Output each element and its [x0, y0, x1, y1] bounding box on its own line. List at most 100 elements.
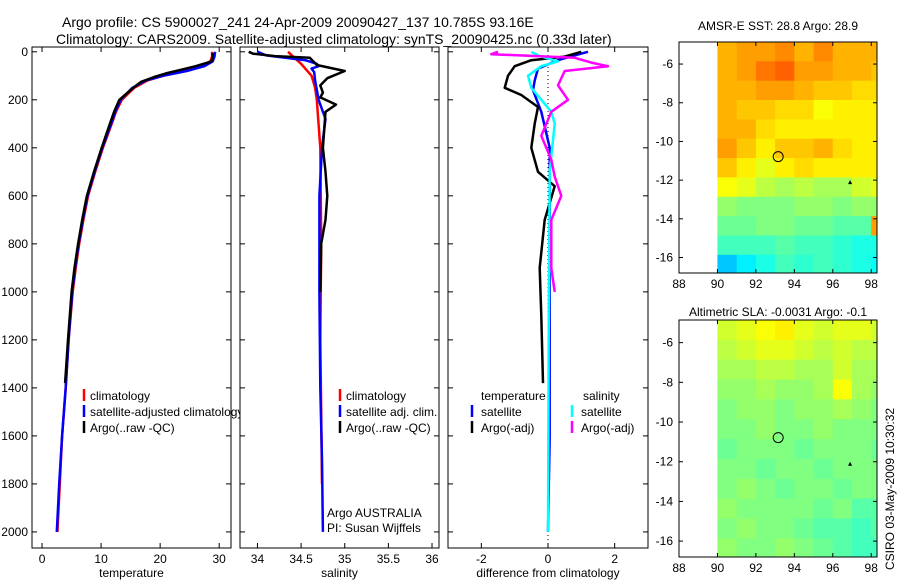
x-tick-label: 98	[865, 277, 879, 291]
heatmap-cell	[813, 42, 834, 62]
y-tick-label: -14	[656, 494, 674, 508]
axes-box	[239, 46, 440, 549]
heatmap-cell	[717, 379, 738, 400]
heatmap-cell	[794, 518, 814, 539]
axes-box	[678, 41, 878, 274]
heatmap-cell	[871, 177, 878, 198]
float-track-marker	[848, 180, 853, 185]
map-panel-sst: AMSR-E SST: 28.8 Argo: 28.9 88 90 92 94 96 98 -…	[656, 19, 879, 291]
x-tick-label: 10	[94, 552, 108, 566]
heatmap-cell	[832, 498, 853, 519]
heatmap-cell	[813, 119, 834, 140]
heatmap-cell	[736, 379, 757, 400]
x-tick-label: 36	[425, 552, 439, 566]
heatmap-cell	[871, 498, 878, 519]
heatmap-cell	[755, 235, 776, 256]
x-tick-label: 88	[672, 277, 686, 291]
heatmap-cell	[736, 339, 757, 361]
y-tick-label: 200	[8, 93, 28, 107]
heatmap-cell	[775, 359, 795, 380]
heatmap-cell	[775, 177, 795, 198]
heatmap-cell	[813, 518, 834, 539]
heatmap-cell	[832, 196, 853, 217]
legend-label: Argo(..raw -QC)	[346, 421, 431, 435]
heatmap-cell	[813, 359, 834, 380]
heatmap-cell	[832, 339, 853, 361]
heatmap-cell	[755, 320, 776, 341]
heatmap-cell	[794, 80, 814, 101]
x-axis-label: salinity	[321, 566, 358, 580]
heatmap-cell	[794, 254, 814, 274]
heatmap-cell	[736, 538, 757, 558]
heatmap-cell	[852, 339, 872, 361]
heatmap-cell	[717, 320, 738, 341]
heatmap-cell	[852, 119, 872, 140]
heatmap-cell	[794, 538, 814, 558]
heatmap-cell	[794, 399, 814, 420]
heatmap-cell	[775, 42, 795, 62]
heatmap-cell	[832, 458, 853, 480]
heatmap-cell	[775, 478, 795, 500]
heatmap-cell	[736, 100, 757, 120]
heatmap-cell	[871, 235, 878, 256]
x-tick-label: 2	[611, 552, 618, 566]
heatmap-cell	[794, 235, 814, 256]
legend-label: satellite	[481, 405, 522, 419]
heatmap-cell	[775, 538, 795, 558]
heatmap-cell	[852, 498, 872, 519]
heatmap-cell	[794, 138, 814, 159]
heatmap-cell	[717, 42, 738, 62]
series-line-salinity-satellite	[526, 50, 560, 532]
heatmap-cell	[813, 216, 834, 236]
heatmap-cell	[736, 439, 757, 460]
heatmap-cell	[852, 61, 872, 82]
heatmap-cell	[852, 138, 872, 159]
heatmap-cell	[717, 119, 738, 140]
x-tick-label: 34.5	[289, 552, 313, 566]
heatmap-cell	[717, 339, 738, 361]
legend-header: salinity	[583, 389, 620, 403]
x-tick-label: -2	[476, 552, 487, 566]
heatmap-cell	[871, 196, 878, 217]
axes-box	[31, 46, 232, 549]
legend-label: Argo(-adj)	[481, 421, 534, 435]
heatmap-cell	[717, 538, 738, 558]
heatmap-cell	[717, 177, 738, 198]
heatmap-cell	[736, 320, 757, 341]
heatmap-cell	[852, 177, 872, 198]
y-tick-label: -10	[656, 415, 674, 429]
heatmap-cell	[813, 320, 834, 341]
heatmap-cell	[852, 196, 872, 217]
x-tick-label: 90	[711, 561, 725, 575]
x-tick-label: 90	[711, 277, 725, 291]
x-tick-label: 96	[826, 561, 840, 575]
heatmap-cell	[717, 399, 738, 420]
heatmap-cell	[717, 235, 738, 256]
heatmap-cell	[871, 320, 878, 341]
heatmap-cell	[736, 177, 757, 198]
heatmap-cell	[736, 235, 757, 256]
heatmap-cell	[736, 458, 757, 480]
heatmap-cell	[755, 359, 776, 380]
heatmap-cell	[736, 42, 757, 62]
heatmap-cell	[852, 419, 872, 440]
heatmap-cell	[775, 119, 795, 140]
heatmap-cell	[852, 478, 872, 500]
heatmap-cell	[794, 177, 814, 198]
heatmap-cell	[736, 216, 757, 236]
heatmap-cell	[755, 419, 776, 440]
heatmap-cell	[717, 498, 738, 519]
heatmap-cell	[755, 138, 776, 159]
heatmap-cell	[736, 419, 757, 440]
heatmap-cell	[755, 254, 776, 274]
heatmap-cell	[775, 138, 795, 159]
heatmap-cell	[852, 458, 872, 480]
heatmap-cell	[832, 100, 853, 120]
annotation-line: PI: Susan Wijffels	[327, 521, 421, 535]
heatmap-cell	[871, 61, 878, 82]
heatmap-cell	[794, 439, 814, 460]
heatmap-cell	[813, 439, 834, 460]
x-tick-label: 96	[826, 277, 840, 291]
heatmap-cell	[755, 399, 776, 420]
